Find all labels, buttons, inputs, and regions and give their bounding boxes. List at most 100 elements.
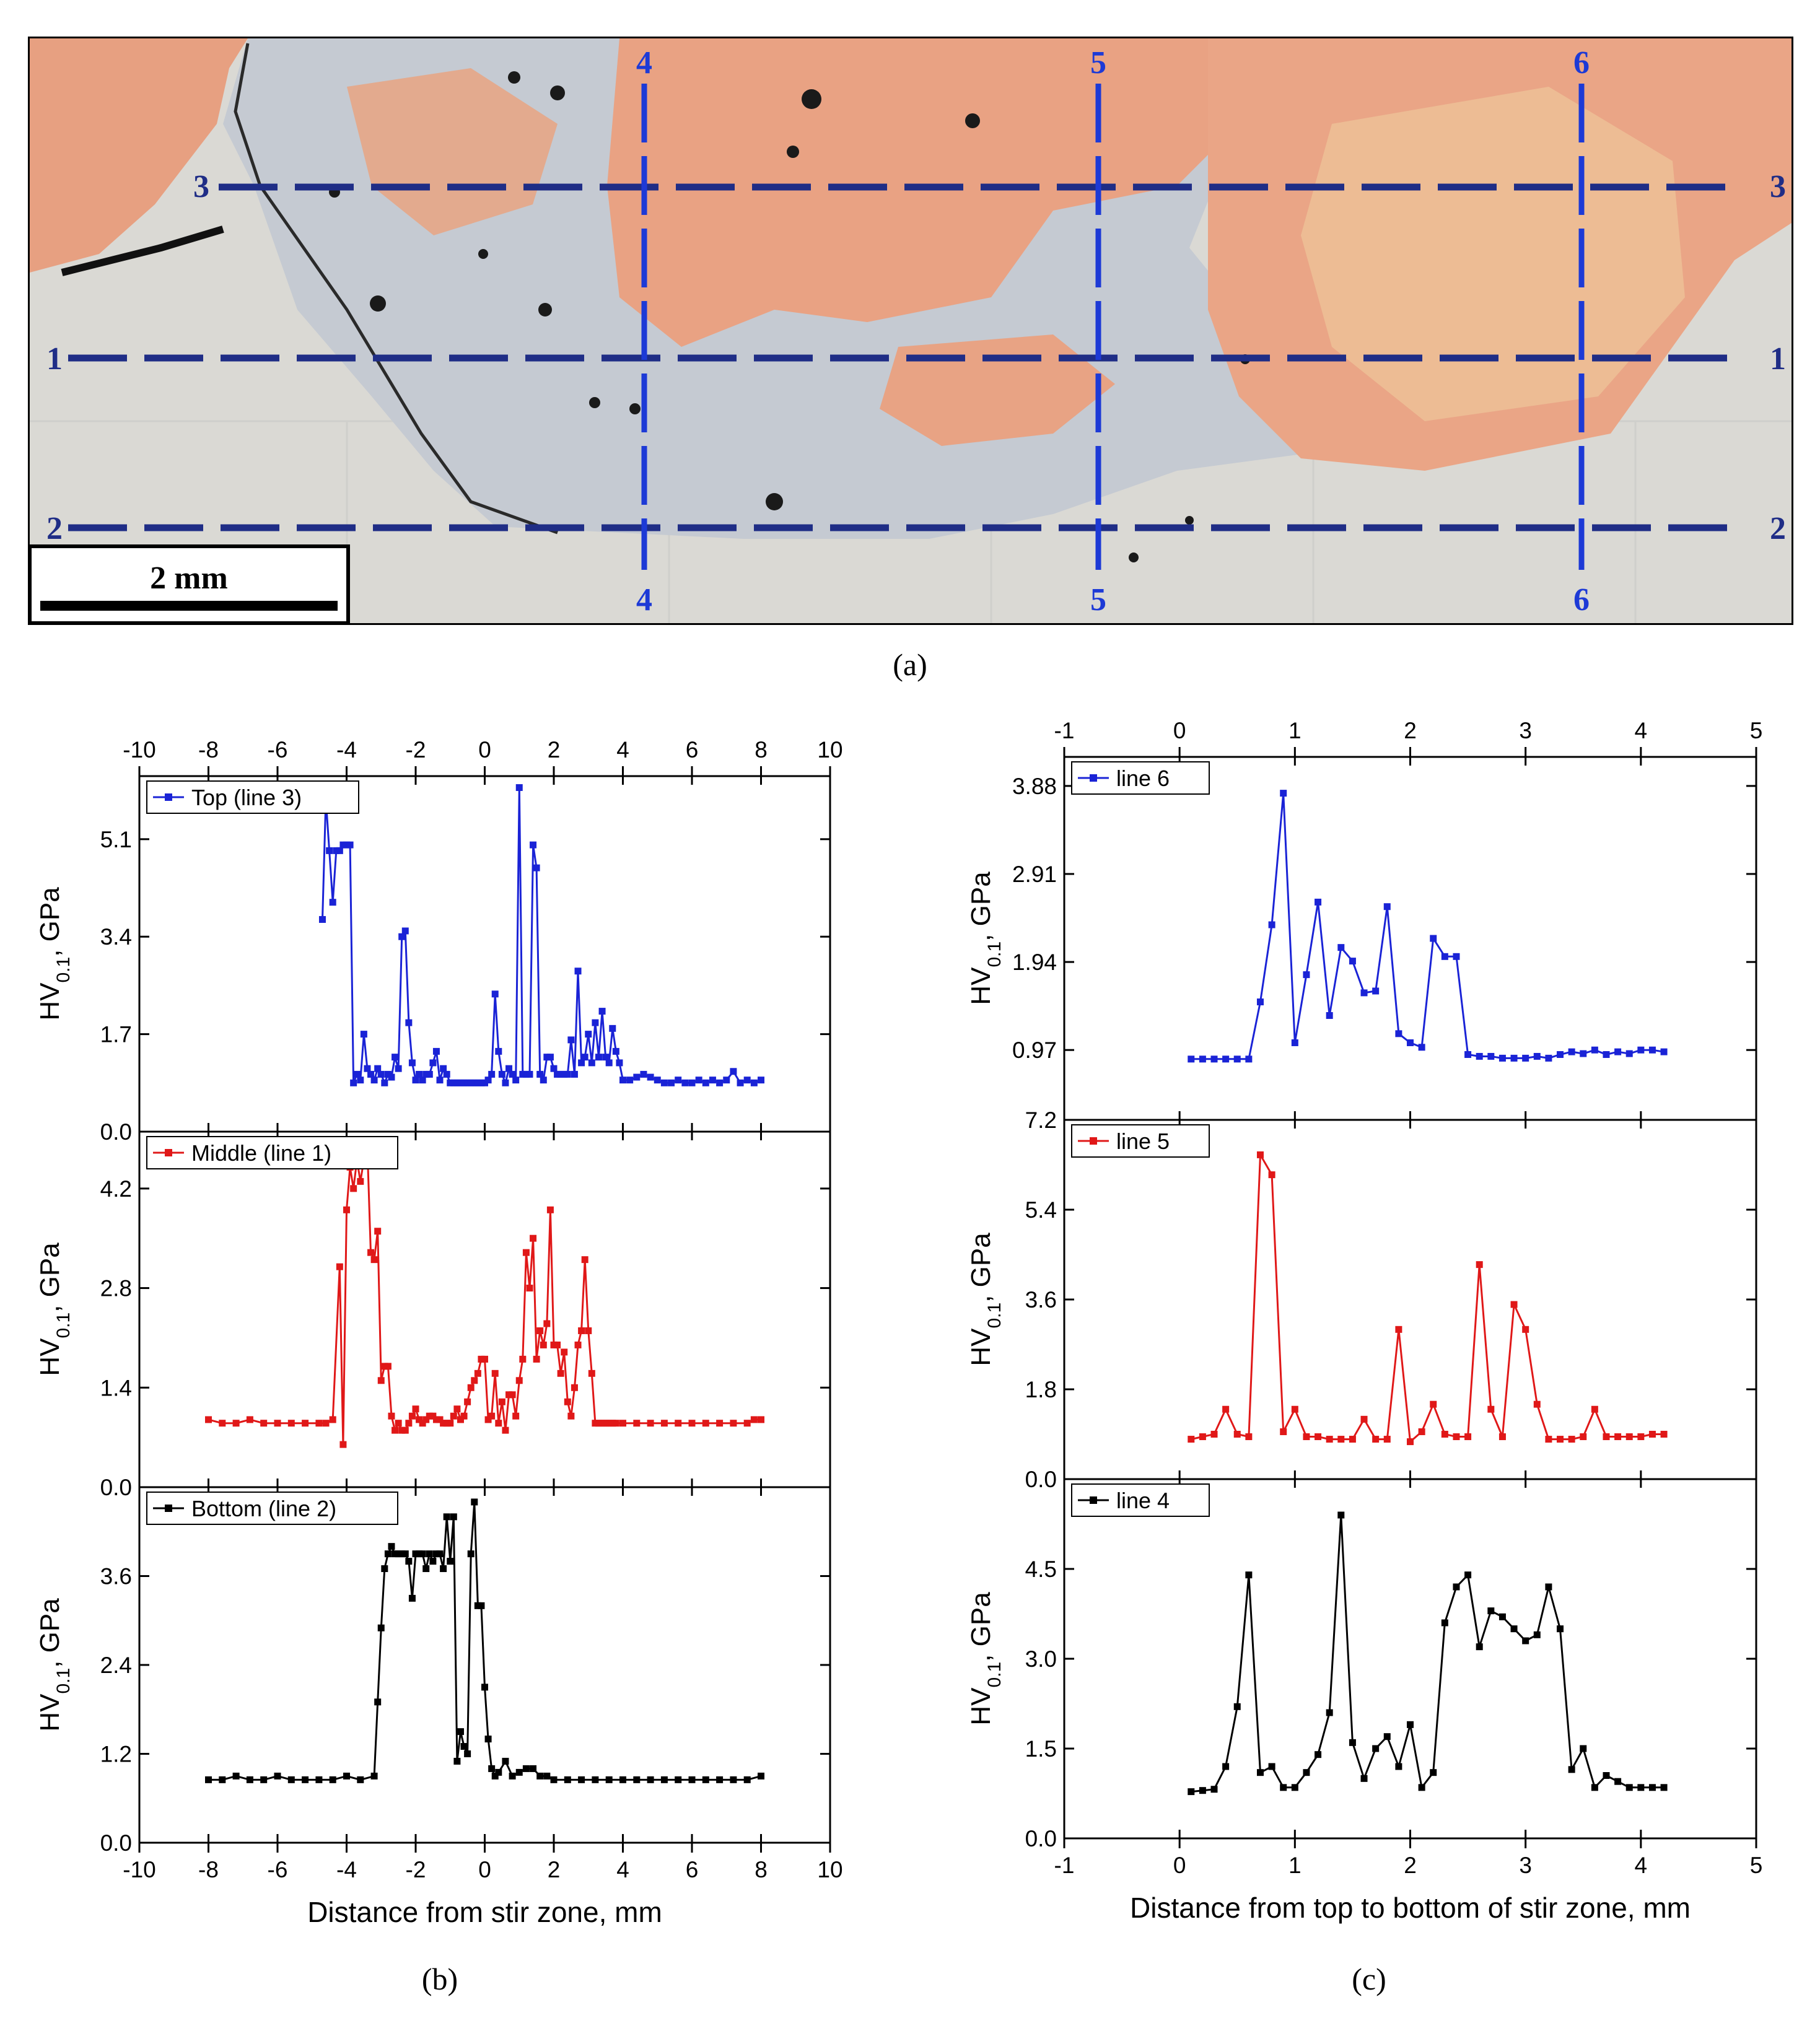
data-point (1210, 1786, 1218, 1793)
data-point (422, 1416, 430, 1423)
data-point (491, 990, 499, 998)
legend-marker (1090, 1496, 1097, 1504)
data-point (737, 1079, 744, 1086)
scale-bar-label: 2 mm (150, 561, 228, 596)
x-tick-label-top: 4 (616, 737, 629, 762)
data-point (633, 1776, 641, 1783)
data-point (1430, 1400, 1437, 1408)
data-point (592, 1420, 599, 1427)
legend-box (1071, 1124, 1210, 1158)
series-line (1191, 1151, 1665, 1444)
data-point (588, 1059, 595, 1067)
data-point (498, 1398, 505, 1405)
data-point (647, 1420, 654, 1427)
data-point (1441, 1431, 1448, 1438)
data-point (668, 1079, 675, 1086)
data-point (1199, 1055, 1206, 1063)
data-point (543, 1320, 551, 1327)
data-point (1337, 944, 1345, 951)
data-point (464, 1079, 471, 1086)
x-tick-label-bottom: 3 (1519, 1853, 1532, 1878)
line-2-label-right: 2 (1770, 511, 1786, 546)
scale-bar: 2 mm (30, 544, 350, 623)
data-point (495, 1047, 502, 1055)
data-point (633, 1420, 641, 1427)
data-point (530, 1234, 537, 1242)
data-point (1210, 1431, 1218, 1438)
notch-left (61, 225, 224, 276)
data-point (730, 1068, 737, 1075)
y-tick-label: 1.8 (1025, 1377, 1057, 1402)
data-point (1487, 1405, 1495, 1413)
data-point (1256, 998, 1264, 1006)
data-point (1280, 1784, 1287, 1791)
data-point (1383, 1733, 1391, 1741)
data-point (688, 1776, 696, 1783)
data-point (481, 1355, 488, 1363)
line-5-label-top: 5 (1090, 45, 1106, 81)
data-point (357, 1776, 364, 1783)
data-point (467, 1384, 475, 1391)
data-point (484, 1077, 492, 1084)
legend-marker (1090, 774, 1097, 782)
data-point (395, 1550, 402, 1558)
x-tick-label-bottom: 0 (478, 1857, 491, 1882)
data-point (1648, 1431, 1656, 1438)
data-point (205, 1416, 212, 1423)
data-point (481, 1684, 488, 1691)
copper-intrusion-center (607, 38, 1239, 347)
data-point (530, 841, 537, 849)
data-point (1418, 1428, 1425, 1435)
data-point (471, 1498, 478, 1506)
data-point (640, 1070, 647, 1078)
data-point (1360, 1415, 1368, 1423)
data-point (1487, 1607, 1495, 1615)
data-point (561, 1348, 568, 1356)
data-point (287, 1776, 295, 1783)
copper-swirl-left (347, 68, 558, 235)
data-point (450, 1412, 457, 1420)
data-point (412, 1405, 419, 1413)
chart-top-line-3-: 0.0 1.7 3.4 5.1 HV0.1, GPa Top (line 3) (35, 775, 831, 1145)
data-point (567, 1036, 575, 1044)
data-point (374, 1698, 382, 1706)
data-point (1268, 1171, 1275, 1179)
data-point (392, 1550, 399, 1558)
data-point (447, 1420, 454, 1427)
data-point (743, 1776, 751, 1783)
data-point (419, 1550, 426, 1558)
data-point (1233, 1055, 1241, 1063)
data-point (675, 1776, 682, 1783)
data-point (246, 1776, 253, 1783)
data-point (695, 1077, 702, 1084)
legend-box (146, 1136, 398, 1169)
data-point (460, 1079, 468, 1086)
data-point (1660, 1048, 1668, 1055)
x-tick-label-top: -1 (1054, 718, 1075, 743)
data-point (232, 1772, 240, 1780)
data-point (329, 899, 336, 906)
data-point (1349, 958, 1356, 965)
data-point (1648, 1046, 1656, 1054)
data-point (702, 1420, 709, 1427)
data-point (512, 1077, 520, 1084)
data-point (1280, 1428, 1287, 1435)
data-point (550, 1065, 558, 1072)
legend-label: line 5 (1116, 1129, 1170, 1154)
x-tick-label-bottom: 5 (1750, 1853, 1763, 1878)
data-point (660, 1420, 668, 1427)
data-point (626, 1077, 634, 1084)
data-point (598, 1420, 606, 1427)
data-point (440, 1065, 447, 1072)
data-point (1303, 1769, 1310, 1776)
data-point (450, 1513, 457, 1521)
data-point (460, 1743, 468, 1750)
data-point (1233, 1431, 1241, 1438)
y-tick-label: 0.0 (100, 1830, 132, 1856)
data-point (519, 1070, 527, 1078)
data-point (1568, 1766, 1575, 1773)
x-tick-label-top: 10 (817, 737, 842, 762)
data-point (1557, 1625, 1564, 1633)
data-point (1326, 1012, 1333, 1020)
scale-bar-line (40, 601, 338, 611)
